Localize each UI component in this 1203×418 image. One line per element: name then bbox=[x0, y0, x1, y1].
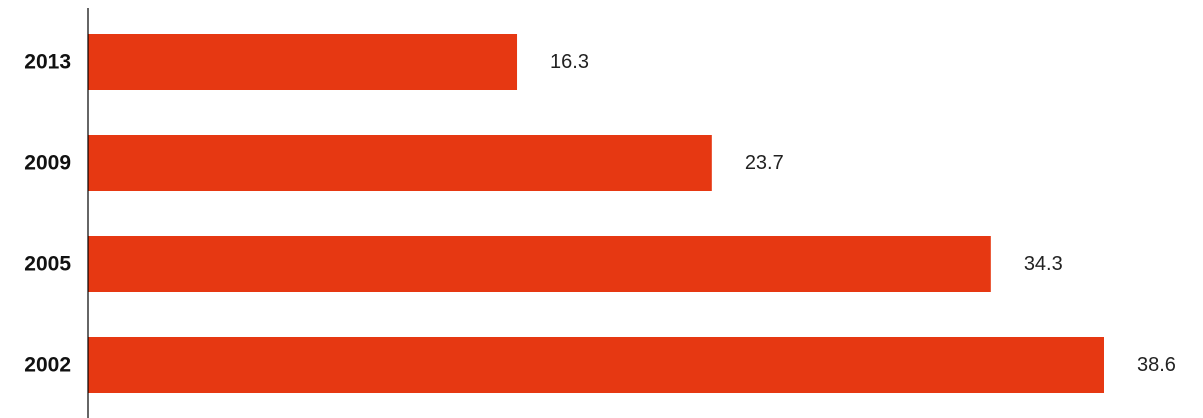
value-label-2005: 34.3 bbox=[1024, 253, 1063, 275]
category-label-2005: 2005 bbox=[24, 253, 71, 276]
value-label-2013: 16.3 bbox=[550, 51, 589, 73]
bar-2009 bbox=[88, 135, 712, 191]
bars-layer bbox=[88, 34, 1104, 393]
value-labels: 16.3 23.7 34.3 38.6 bbox=[550, 51, 1176, 376]
category-label-2002: 2002 bbox=[24, 354, 71, 377]
bar-2002 bbox=[88, 337, 1104, 393]
value-label-2002: 38.6 bbox=[1137, 354, 1176, 376]
category-label-2009: 2009 bbox=[24, 152, 71, 175]
value-label-2009: 23.7 bbox=[745, 152, 784, 174]
category-label-2013: 2013 bbox=[24, 51, 71, 74]
category-labels: 2013 2009 2005 2002 bbox=[24, 51, 71, 377]
bar-2005 bbox=[88, 236, 991, 292]
bar-2013 bbox=[88, 34, 518, 90]
